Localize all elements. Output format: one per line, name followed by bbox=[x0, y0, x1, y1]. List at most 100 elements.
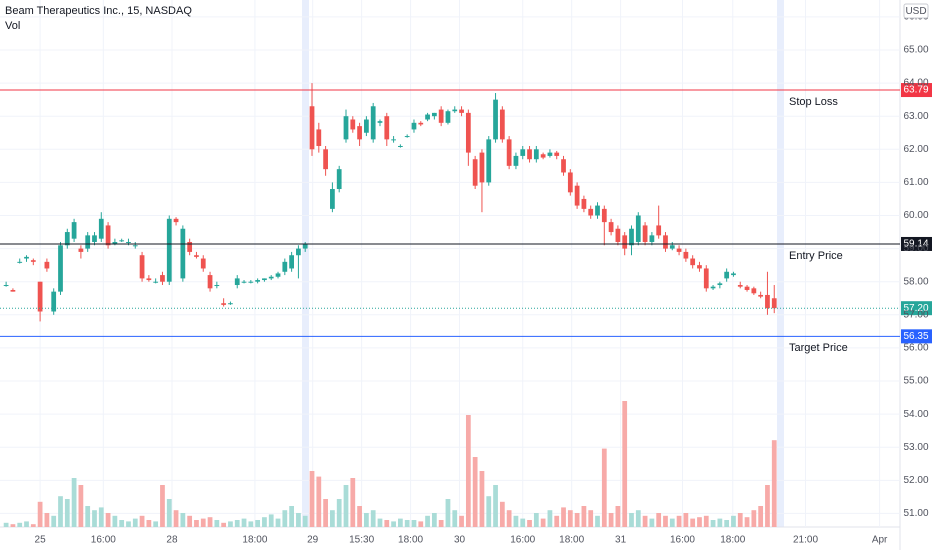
volume-bar bbox=[241, 518, 247, 527]
candle-body bbox=[350, 119, 356, 130]
volume-bar bbox=[744, 517, 750, 527]
y-tick-label: 62.00 bbox=[903, 144, 928, 155]
volume-bar bbox=[214, 520, 220, 527]
candle-body bbox=[17, 261, 23, 263]
candle-body bbox=[588, 208, 594, 216]
volume-bar bbox=[751, 510, 757, 527]
candle-body bbox=[296, 248, 301, 256]
axes: 51.00 52.00 53.00 54.00 55.00 56.00 57.00 58.00… bbox=[35, 12, 929, 546]
volume-bar bbox=[615, 506, 621, 527]
volume-bar bbox=[132, 518, 138, 527]
candle-body bbox=[608, 222, 614, 233]
volume-bar bbox=[98, 507, 104, 527]
volume-bar bbox=[146, 520, 152, 527]
volume-bar bbox=[540, 518, 546, 527]
candle-body bbox=[364, 119, 369, 133]
candle-body bbox=[472, 159, 478, 186]
volume-bar bbox=[635, 510, 641, 527]
volume-bar bbox=[296, 513, 301, 527]
volume-bar bbox=[364, 513, 369, 527]
y-tick-label: 64.00 bbox=[903, 78, 928, 89]
volume-bar bbox=[200, 518, 206, 527]
candle-body bbox=[71, 222, 77, 239]
volume-bar bbox=[24, 521, 29, 527]
level-price-box bbox=[901, 83, 932, 98]
x-tick-label: 25 bbox=[35, 535, 47, 546]
volume-bar bbox=[330, 510, 335, 527]
volume-bar bbox=[275, 518, 281, 527]
candle-body bbox=[241, 281, 247, 283]
candle-body bbox=[228, 303, 233, 305]
candle-body bbox=[275, 273, 281, 277]
volume-bar bbox=[601, 448, 607, 527]
candle-body bbox=[513, 155, 519, 166]
volume-bar bbox=[404, 520, 410, 527]
candle-body bbox=[187, 241, 193, 252]
volume-bar bbox=[153, 521, 159, 527]
last-price-box bbox=[901, 301, 932, 316]
y-tick-label: 54.00 bbox=[903, 409, 928, 420]
volume-bar bbox=[391, 521, 396, 527]
candle-body bbox=[540, 154, 546, 158]
candle-body bbox=[10, 289, 16, 292]
volume-bar bbox=[92, 510, 97, 527]
volume-bar bbox=[425, 515, 430, 527]
x-tick-label: 29 bbox=[307, 535, 319, 546]
volume-bar bbox=[493, 485, 498, 527]
volume-bar bbox=[561, 507, 566, 527]
candle-body bbox=[37, 281, 43, 312]
volume-bar bbox=[255, 520, 261, 527]
volume-bar bbox=[350, 478, 356, 527]
candle-body bbox=[404, 136, 410, 138]
volume-bar bbox=[717, 518, 723, 527]
volume-bar bbox=[574, 513, 580, 527]
volume-bar bbox=[724, 520, 730, 527]
candle-body bbox=[397, 145, 403, 147]
candle-body bbox=[554, 152, 560, 156]
candle-body bbox=[459, 109, 464, 113]
x-tick-label: 18:00 bbox=[720, 535, 745, 546]
candle-body bbox=[744, 286, 750, 290]
volume-bar bbox=[139, 515, 145, 527]
volume-bar bbox=[411, 520, 417, 527]
candle-body bbox=[207, 275, 213, 289]
volume-bar bbox=[173, 510, 179, 527]
candle-body bbox=[98, 218, 104, 239]
volume-bar bbox=[527, 520, 532, 527]
volume-bar bbox=[166, 499, 172, 527]
candle-body bbox=[731, 273, 736, 276]
candle-body bbox=[112, 241, 118, 244]
y-tick-label: 52.00 bbox=[903, 475, 928, 486]
candle-body bbox=[567, 172, 573, 193]
x-tick-label: Apr bbox=[872, 535, 888, 546]
x-tick-label: 31 bbox=[615, 535, 627, 546]
volume-bar bbox=[234, 520, 240, 527]
x-tick-label: 18:00 bbox=[242, 535, 267, 546]
volume-bar bbox=[438, 520, 444, 527]
session-highlight bbox=[777, 0, 784, 527]
volume-bar bbox=[710, 520, 716, 527]
candle-body bbox=[629, 228, 634, 246]
volume-bar bbox=[268, 514, 274, 527]
candle-body bbox=[411, 122, 417, 130]
price-levels: Stop Loss 63.79 Entry Price 59.14 Target Pri… bbox=[0, 83, 932, 354]
volume-bar bbox=[71, 478, 77, 527]
candle-body bbox=[377, 121, 383, 123]
level-name: Target Price bbox=[789, 342, 848, 354]
candle-body bbox=[669, 245, 675, 249]
candle-body bbox=[92, 235, 97, 242]
volume-bar bbox=[588, 510, 594, 527]
y-tick-label: 65.00 bbox=[903, 45, 928, 56]
volume-bar bbox=[187, 515, 193, 527]
volume-bar bbox=[3, 522, 9, 527]
volume-bar bbox=[663, 515, 668, 527]
last-price: 57.20 bbox=[903, 303, 928, 314]
candle-body bbox=[622, 235, 628, 249]
candle-body bbox=[126, 241, 131, 243]
y-tick-label: 60.00 bbox=[903, 210, 928, 221]
candle-body bbox=[642, 225, 648, 242]
candle-body bbox=[330, 189, 335, 209]
volume-bar bbox=[248, 521, 254, 527]
volume-bar bbox=[119, 520, 125, 527]
candle-body bbox=[758, 294, 764, 297]
